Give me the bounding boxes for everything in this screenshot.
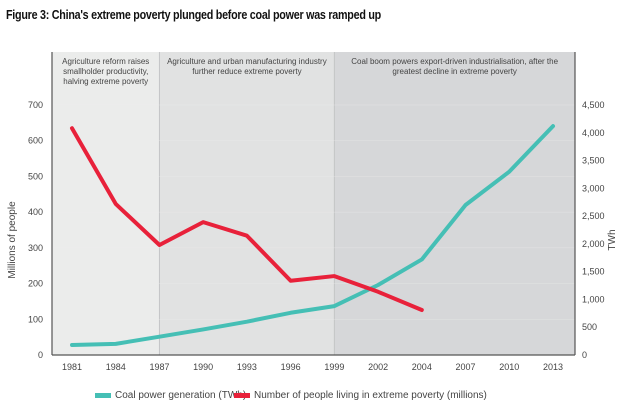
- y-right-tick-label: 0: [582, 350, 587, 360]
- period-band: [334, 52, 575, 355]
- y-right-tick-label: 3,000: [582, 183, 605, 193]
- period-annotation: Agriculture reform raises smallholder pro…: [62, 57, 149, 86]
- period-band: [159, 52, 335, 355]
- y-right-tick-label: 500: [582, 322, 597, 332]
- x-tick-label: 1993: [237, 362, 257, 372]
- x-tick-label: 1990: [193, 362, 213, 372]
- series-line-coal: [70, 124, 555, 347]
- y-right-tick-label: 1,000: [582, 294, 605, 304]
- y-left-axis-label: Millions of people: [7, 201, 18, 279]
- y-left-tick-label: 400: [28, 207, 43, 217]
- y-right-tick-label: 4,500: [582, 100, 605, 110]
- y-left-tick-label: 600: [28, 136, 43, 146]
- y-right-tick-label: 4,000: [582, 128, 605, 138]
- x-tick-label: 1987: [149, 362, 169, 372]
- y-left-tick-label: 200: [28, 279, 43, 289]
- figure-title: Figure 3: China's extreme poverty plunge…: [6, 8, 382, 22]
- x-tick-label: 2010: [499, 362, 519, 372]
- x-tick-label: 1996: [281, 362, 301, 372]
- x-tick-label: 1981: [62, 362, 82, 372]
- period-annotation: Agriculture and urban manufacturing indu…: [167, 57, 327, 76]
- y-right-tick-label: 2,000: [582, 239, 605, 249]
- legend-label-coal: Coal power generation (TWh): [115, 390, 247, 401]
- legend-label-poverty: Number of people living in extreme pover…: [254, 390, 487, 401]
- y-right-tick-label: 3,500: [582, 156, 605, 166]
- y-left-tick-label: 100: [28, 314, 43, 324]
- legend-item-coal: Coal power generation (TWh): [95, 390, 246, 401]
- y-right-axis-label: TWh: [607, 229, 618, 250]
- x-tick-label: 2013: [543, 362, 563, 372]
- y-left-tick-label: 500: [28, 171, 43, 181]
- period-annotation: Coal boom powers export-driven industria…: [351, 57, 558, 76]
- x-tick-label: 1984: [106, 362, 126, 372]
- y-left-tick-label: 0: [38, 350, 43, 360]
- x-tick-label: 2004: [412, 362, 432, 372]
- y-right-tick-label: 2,500: [582, 211, 605, 221]
- x-tick-label: 2002: [368, 362, 388, 372]
- legend-swatch-poverty: [234, 393, 250, 398]
- y-left-tick-label: 300: [28, 243, 43, 253]
- period-band: [52, 52, 160, 355]
- x-tick-label: 2007: [456, 362, 476, 372]
- legend-item-poverty: Number of people living in extreme pover…: [234, 390, 487, 401]
- x-tick-label: 1999: [324, 362, 344, 372]
- y-right-tick-label: 1,500: [582, 267, 605, 277]
- y-left-tick-label: 700: [28, 100, 43, 110]
- legend-swatch-coal: [95, 393, 111, 398]
